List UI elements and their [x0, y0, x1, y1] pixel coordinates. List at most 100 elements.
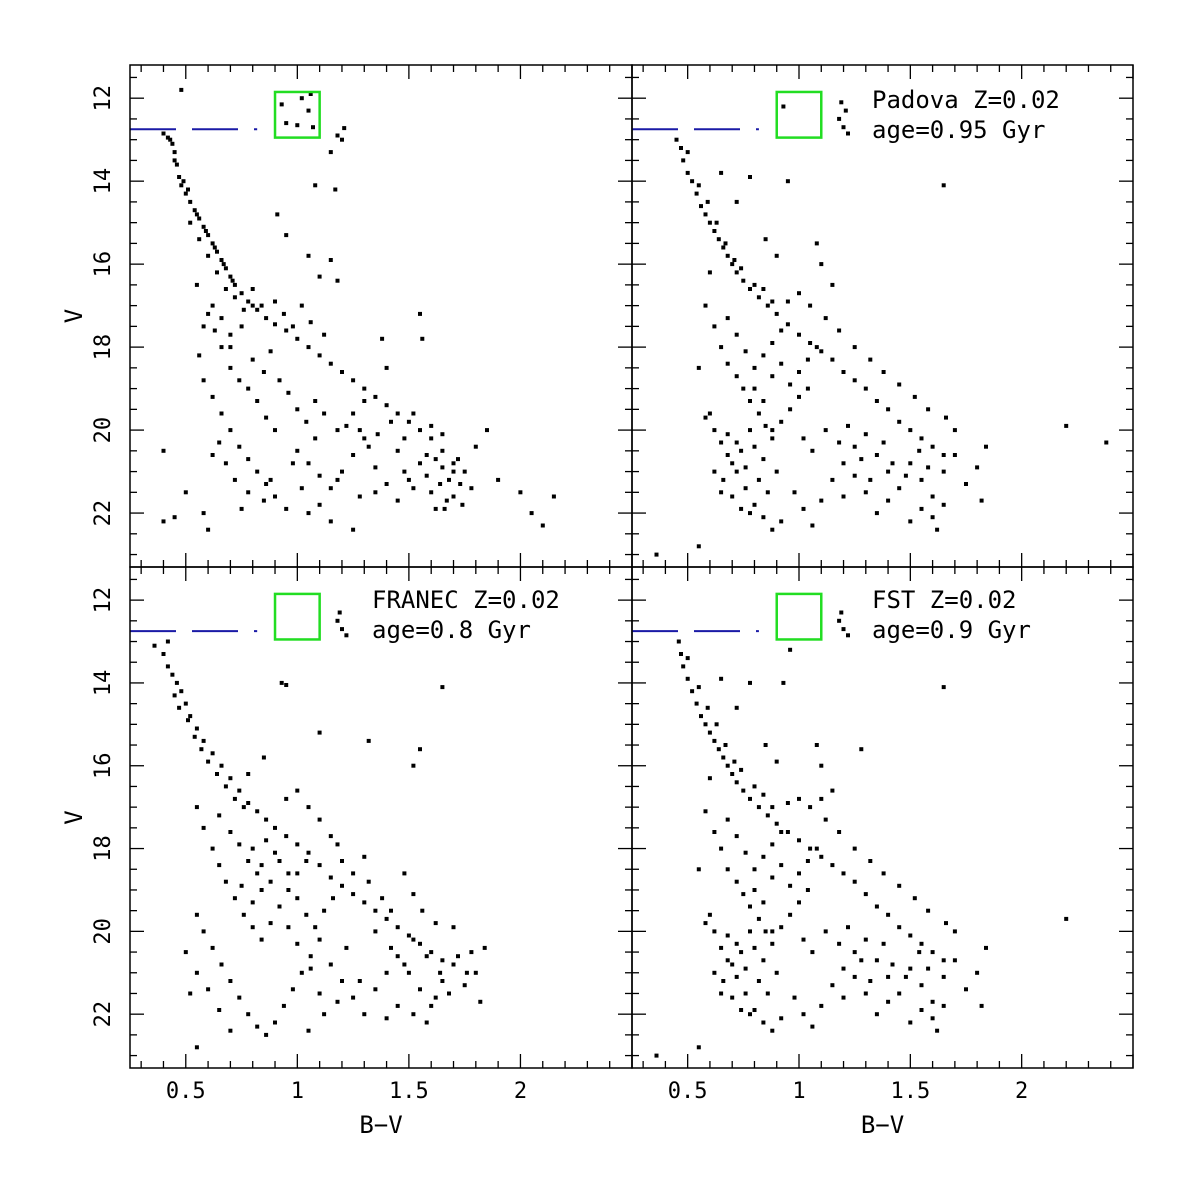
data-point [774, 253, 779, 258]
data-point [863, 991, 868, 996]
data-point [797, 291, 801, 296]
data-point [210, 846, 215, 851]
data-point [172, 150, 177, 155]
data-point [725, 763, 730, 768]
data-point [197, 216, 202, 221]
data-point [197, 353, 202, 358]
x-tick-label: 1 [291, 1079, 304, 1104]
data-point [440, 685, 445, 690]
data-point [259, 888, 264, 892]
data-point [306, 253, 311, 258]
data-point [424, 473, 429, 478]
data-point [770, 929, 775, 934]
data-point [308, 966, 313, 971]
data-point [779, 830, 784, 834]
data-point [340, 370, 344, 374]
data-point [206, 233, 211, 238]
data-point [797, 871, 801, 876]
y-tick-label: 16 [91, 251, 116, 278]
data-point [219, 316, 224, 321]
data-point [908, 933, 913, 938]
data-point [259, 303, 264, 308]
data-point [944, 415, 948, 420]
y-tick-label: 20 [91, 417, 116, 444]
data-point [317, 863, 322, 868]
data-point [286, 390, 291, 395]
data-point [362, 436, 367, 441]
data-point [881, 370, 886, 374]
axis-ticks [632, 567, 1134, 1068]
data-point [908, 461, 913, 466]
data-point [741, 788, 746, 793]
data-point [357, 428, 362, 433]
data-point [770, 341, 775, 345]
data-point [469, 486, 474, 491]
data-point [814, 345, 819, 350]
data-point [808, 805, 813, 810]
data-point [797, 900, 801, 905]
data-point [362, 399, 367, 403]
data-point [930, 999, 935, 1004]
data-point [719, 345, 724, 350]
data-point [801, 436, 806, 441]
data-point [699, 714, 703, 719]
data-point [284, 506, 289, 511]
data-point [328, 519, 333, 524]
data-point [781, 104, 786, 109]
data-point [725, 933, 730, 938]
data-point [748, 287, 752, 291]
data-point [919, 477, 924, 482]
data-point [703, 921, 708, 926]
data-point [756, 979, 761, 983]
data-point [734, 332, 739, 337]
data-point [685, 170, 690, 175]
data-point [340, 979, 344, 983]
data-point [725, 253, 730, 258]
data-point [210, 751, 215, 756]
data-point [694, 191, 699, 196]
data-point [734, 469, 739, 474]
data-point [351, 378, 356, 383]
y-tick-label: 22 [91, 500, 116, 527]
data-point [284, 328, 289, 333]
data-point [734, 780, 739, 785]
data-point [239, 324, 244, 329]
data-point [748, 511, 752, 516]
data-point [228, 776, 233, 781]
data-point [823, 428, 828, 433]
data-point [756, 477, 761, 482]
data-point [219, 411, 224, 416]
data-point [451, 461, 456, 466]
data-point [295, 336, 300, 341]
data-point [177, 175, 182, 179]
data-point [964, 482, 968, 486]
data-point [447, 477, 451, 482]
data-point [246, 1012, 251, 1017]
data-point [863, 432, 868, 437]
data-point [739, 506, 744, 511]
data-point [373, 465, 378, 470]
data-point [192, 208, 197, 213]
data-point [246, 772, 251, 776]
data-point [433, 457, 438, 462]
x-axis-label: B−V [861, 1111, 904, 1139]
data-point [429, 950, 434, 955]
data-point [210, 394, 215, 399]
data-point [741, 892, 746, 897]
data-point [228, 345, 233, 350]
data-point [246, 801, 251, 805]
data-point [478, 999, 483, 1004]
data-point [752, 444, 757, 449]
axis-ticks [130, 65, 633, 567]
data-point [228, 274, 233, 279]
data-point [685, 656, 690, 661]
data-point [232, 282, 237, 287]
data-point [433, 506, 438, 511]
data-point [944, 921, 948, 926]
data-point [464, 970, 469, 975]
data-point [317, 274, 322, 279]
data-point [705, 705, 710, 710]
data-point [170, 141, 175, 146]
data-point [201, 224, 206, 229]
